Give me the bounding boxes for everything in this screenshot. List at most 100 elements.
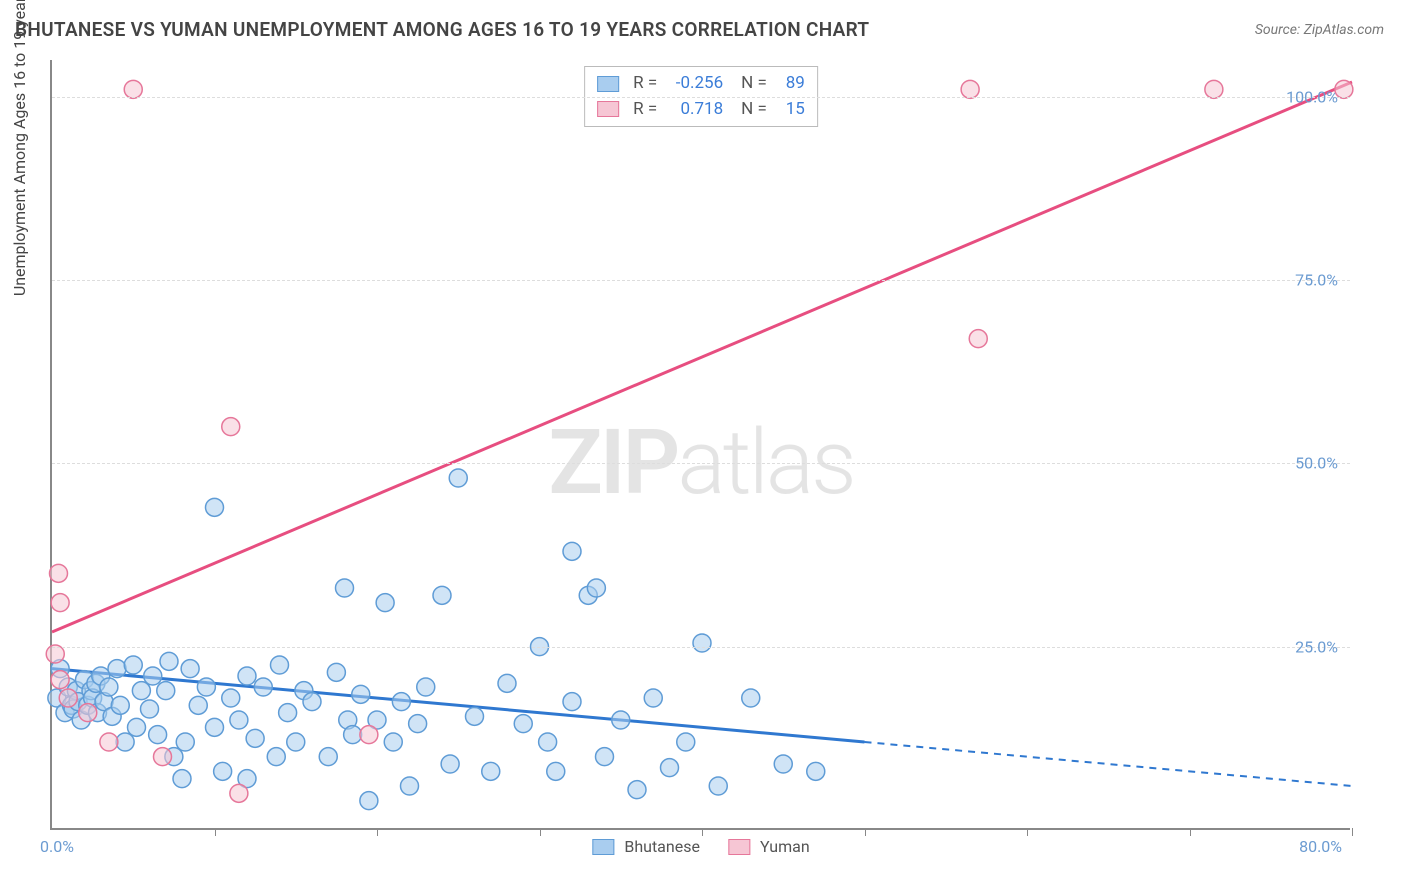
data-point [230,784,248,802]
data-point [254,678,272,696]
data-point [197,678,215,696]
data-point [160,652,178,670]
data-point [482,762,500,780]
data-point [51,594,69,612]
data-point [961,80,979,98]
grid-line [52,280,1350,281]
data-point [376,594,394,612]
data-point [141,700,159,718]
data-point [206,498,224,516]
data-point [661,759,679,777]
bottom-legend: Bhutanese Yuman [592,837,809,856]
x-tick [1027,828,1028,836]
data-point [352,685,370,703]
y-tick-label: 25.0% [1295,637,1338,656]
plot-area: ZIPatlas R = -0.256 N = 89 R = 0.718 N =… [50,60,1350,830]
regression-line-dashed [865,742,1353,786]
data-point [222,418,240,436]
data-point [409,715,427,733]
data-point [206,718,224,736]
data-point [181,660,199,678]
data-point [128,718,146,736]
regression-line [52,669,865,742]
swatch-bhutanese-bottom [592,839,614,855]
data-point [124,656,142,674]
legend-label-bhutanese: Bhutanese [624,837,700,856]
data-point [230,711,248,729]
data-point [51,671,69,689]
data-point [612,711,630,729]
data-point [807,762,825,780]
x-tick [215,828,216,836]
data-point [336,579,354,597]
data-point [547,762,565,780]
data-point [596,748,614,766]
data-point [271,656,289,674]
data-point [587,579,605,597]
data-point [969,330,987,348]
data-point [344,726,362,744]
swatch-yuman-bottom [728,839,750,855]
data-point [563,693,581,711]
data-point [319,748,337,766]
x-min-label: 0.0% [40,837,74,856]
x-tick [865,828,866,836]
data-point [50,564,68,582]
y-tick-label: 75.0% [1295,271,1338,290]
legend-item-yuman: Yuman [728,837,810,856]
y-axis-label: Unemployment Among Ages 16 to 19 years [10,0,29,296]
legend-label-yuman: Yuman [760,837,810,856]
y-tick-label: 100.0% [1286,87,1338,106]
data-point [774,755,792,773]
data-point [327,663,345,681]
data-point [392,693,410,711]
data-point [59,689,77,707]
chart-title: BHUTANESE VS YUMAN UNEMPLOYMENT AMONG AG… [15,18,869,41]
data-point [124,80,142,98]
data-point [1205,80,1223,98]
data-point [360,726,378,744]
x-tick [1352,828,1353,836]
data-point [222,689,240,707]
data-point [498,674,516,692]
data-point [417,678,435,696]
data-point [149,726,167,744]
y-tick-label: 50.0% [1295,454,1338,473]
data-point [401,777,419,795]
data-point [46,645,64,663]
legend-item-bhutanese: Bhutanese [592,837,700,856]
data-point [176,733,194,751]
data-point [144,667,162,685]
data-point [116,733,134,751]
grid-line [52,97,1350,98]
data-point [742,689,760,707]
x-max-label: 80.0% [1299,837,1342,856]
regression-line [52,82,1352,632]
grid-line [52,463,1350,464]
data-point [677,733,695,751]
x-tick [1190,828,1191,836]
x-tick [377,828,378,836]
x-tick [540,828,541,836]
data-point [246,729,264,747]
data-point [108,660,126,678]
data-point [466,707,484,725]
data-point [157,682,175,700]
data-point [384,733,402,751]
data-point [693,634,711,652]
data-point [628,781,646,799]
data-point [709,777,727,795]
data-point [360,792,378,810]
data-point [154,748,172,766]
data-point [433,586,451,604]
data-point [539,733,557,751]
data-point [267,748,285,766]
data-point [287,733,305,751]
data-point [214,762,232,780]
data-point [303,693,321,711]
data-point [441,755,459,773]
data-point [644,689,662,707]
data-point [563,542,581,560]
data-point [279,704,297,722]
data-point [173,770,191,788]
